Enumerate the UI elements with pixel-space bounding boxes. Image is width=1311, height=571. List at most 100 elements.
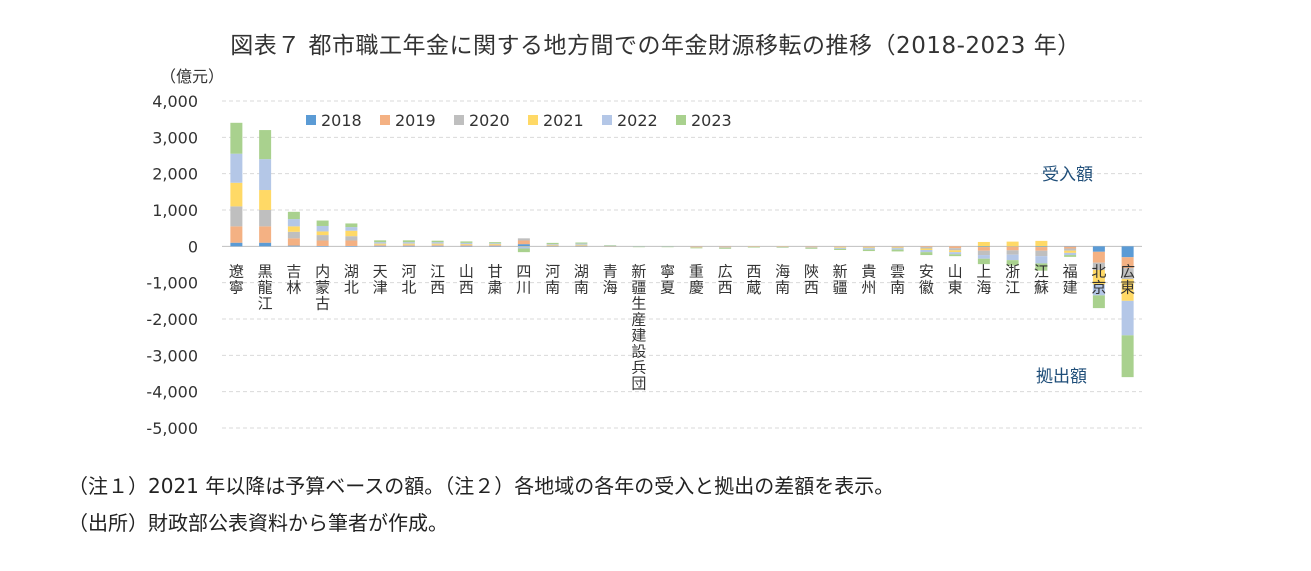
bar-segment-2022: [805, 247, 818, 249]
bar-segment-2019: [431, 245, 444, 247]
bar-segment-2020: [949, 248, 962, 251]
y-tick-label: 1,000: [152, 201, 198, 220]
bar-segment-2023: [517, 248, 530, 253]
bar-segment-2020: [374, 244, 387, 246]
bar-segment-2021: [316, 231, 329, 236]
bar-segment-2019: [1006, 246, 1019, 251]
bar-segment-2019: [259, 226, 272, 243]
bar-segment-2023: [805, 248, 818, 249]
x-tick-label: 内蒙古: [315, 262, 330, 312]
y-tick-label: 3,000: [152, 128, 198, 147]
bar-segment-2021: [431, 243, 444, 245]
legend-swatch-2020: [454, 115, 464, 125]
legend-swatch-2019: [380, 115, 390, 125]
x-tick-label: 北京: [1091, 262, 1106, 296]
bar-segment-2022: [1006, 254, 1019, 261]
x-tick-label: 西蔵: [746, 262, 761, 296]
x-tick-label: 貴州: [861, 262, 876, 296]
bar-segment-2019: [690, 246, 703, 247]
legend-swatch-2021: [528, 115, 538, 125]
bars: [230, 122, 1134, 378]
bar-segment-2019: [1121, 257, 1134, 269]
bar-segment-2022: [776, 246, 789, 248]
bar-segment-2021: [575, 244, 588, 246]
x-tick-label: 湖南: [574, 262, 589, 296]
bar-segment-2021: [977, 241, 990, 247]
legend-swatch-2018: [306, 115, 316, 125]
y-tick-label: -5,000: [146, 419, 198, 438]
bar-segment-2023: [287, 211, 300, 220]
y-tick-label: -3,000: [146, 346, 198, 365]
bar-segment-2022: [719, 247, 732, 249]
bar-segment-2021: [1035, 240, 1048, 247]
x-tick-label: 吉林: [286, 262, 301, 296]
bar-segment-2021: [862, 247, 875, 249]
bar-segment-2018: [316, 245, 329, 247]
bar-segment-2019: [719, 246, 732, 247]
bar-segment-2020: [230, 206, 243, 227]
bar-segment-2019: [230, 226, 243, 243]
bar-segment-2023: [1006, 260, 1019, 266]
bar-segment-2023: [920, 252, 933, 256]
note-line-2: （出所）財政部公表資料から筆者が作成。: [68, 511, 448, 535]
stacked-bar-chart: 4,000 3,000 2,000 1,000 0 -1,000 -2,000 -3,000 -…: [146, 67, 1142, 438]
bar-segment-2020: [834, 246, 847, 248]
bar-segment-2018: [546, 246, 559, 247]
y-tick-label: 0: [188, 237, 198, 256]
bar-segment-2021: [949, 250, 962, 253]
bar-segment-2019: [891, 246, 904, 247]
bar-segment-2023: [632, 246, 645, 248]
bar-segment-2020: [690, 246, 703, 248]
bar-segment-2018: [230, 242, 243, 247]
bar-segment-2022: [1035, 256, 1048, 264]
bar-segment-2018: [1035, 246, 1048, 248]
bar-segment-2018: [345, 245, 358, 247]
bar-segment-2018: [977, 246, 990, 248]
bar-segment-2023: [460, 241, 473, 243]
bar-segment-2019: [316, 240, 329, 246]
bar-segment-2021: [1092, 269, 1105, 285]
bar-segment-2018: [489, 246, 502, 247]
bar-segment-2022: [230, 153, 243, 183]
bar-segment-2019: [575, 245, 588, 247]
x-tick-label: 江蘇: [1034, 262, 1049, 296]
bar-segment-2018: [287, 245, 300, 247]
bar-segment-2023: [259, 130, 272, 160]
bar-segment-2021: [259, 190, 272, 210]
bar-segment-2019: [402, 245, 415, 247]
bar-segment-2020: [489, 244, 502, 246]
bar-segment-2018: [402, 246, 415, 247]
bar-segment-2020: [719, 246, 732, 248]
y-tick-label: 4,000: [152, 92, 198, 111]
bar-segment-2021: [374, 243, 387, 245]
bar-segment-2020: [431, 244, 444, 246]
bar-segment-2023: [719, 248, 732, 249]
x-tick-label: 黒龍江: [258, 262, 273, 312]
bar-segment-2023: [977, 258, 990, 265]
bar-segment-2019: [805, 246, 818, 247]
bar-segment-2019: [460, 245, 473, 247]
y-axis-unit-label: （億元）: [160, 67, 224, 86]
x-tick-label: 広東: [1120, 262, 1135, 296]
x-tick-label: 重慶: [689, 262, 704, 296]
bar-segment-2022: [575, 243, 588, 245]
bar-segment-2018: [1006, 246, 1019, 247]
bar-segment-2020: [287, 231, 300, 239]
bar-segment-2019: [287, 238, 300, 246]
y-tick-label: -1,000: [146, 274, 198, 293]
bar-segment-2019: [977, 247, 990, 251]
bar-segment-2019: [517, 240, 530, 245]
bar-segment-2020: [402, 244, 415, 246]
bar-segment-2018: [1092, 246, 1105, 252]
legend-label-2021: 2021: [543, 111, 584, 130]
x-tick-label: 広西: [718, 262, 733, 296]
bar-segment-2023: [546, 242, 559, 244]
bar-segment-2023: [776, 247, 789, 248]
legend-label-2018: 2018: [321, 111, 362, 130]
bar-segment-2018: [575, 246, 588, 247]
x-tick-label: 江西: [430, 262, 445, 296]
x-tick-label: 雲南: [890, 262, 905, 296]
x-tick-label: 遼寧: [229, 262, 244, 296]
legend-label-2023: 2023: [691, 111, 732, 130]
chart-title: 図表７ 都市職工年金に関する地方間での年金財源移転の推移（2018‐2023 年…: [230, 33, 1081, 59]
